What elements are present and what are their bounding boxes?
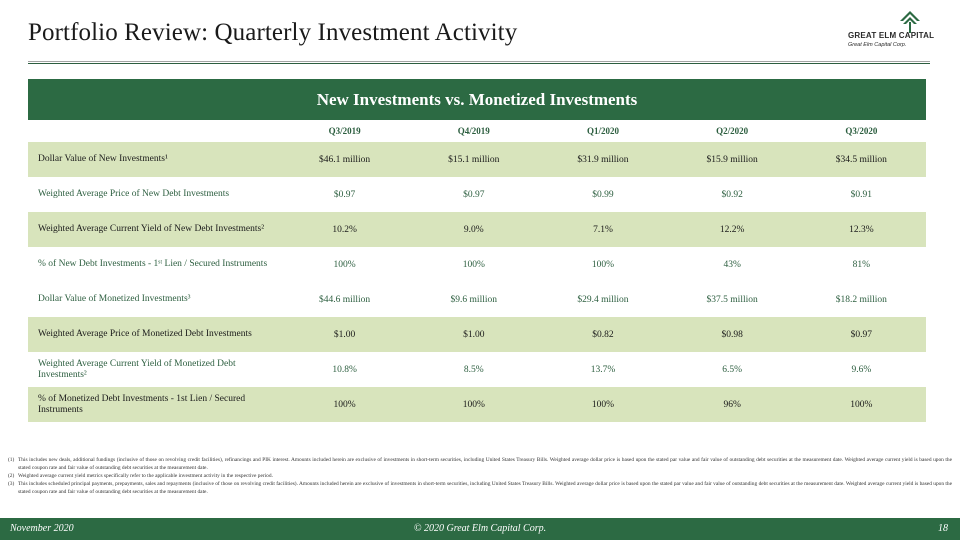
table-cell: 13.7% xyxy=(590,364,616,375)
footnote: (1) This includes new deals, additional … xyxy=(8,456,952,472)
table-cell: 100% xyxy=(591,399,615,410)
row-label: Weighted Average Current Yield of New De… xyxy=(38,224,265,234)
table-row: Dollar Value of New Investments¹ $46.1 m… xyxy=(28,142,926,177)
logo-name: GREAT ELM CAPITAL xyxy=(848,31,935,40)
table-cell: 12.2% xyxy=(719,224,745,235)
table-cell: $1.00 xyxy=(333,329,356,340)
table-cell: 10.2% xyxy=(332,224,357,235)
table-cell: 12.3% xyxy=(849,224,874,235)
table-cell: 6.5% xyxy=(722,364,743,375)
table-cell: $37.5 million xyxy=(706,294,758,305)
table-row: Weighted Average Price of Monetized Debt… xyxy=(28,317,926,352)
table-cell: 100% xyxy=(591,259,615,270)
table-cell: 100% xyxy=(462,399,485,410)
table-cell: $29.4 million xyxy=(577,294,629,305)
table-cell: $0.98 xyxy=(721,329,743,340)
row-label: % of Monetized Debt Investments - 1st Li… xyxy=(38,393,246,415)
page-number: 18 xyxy=(938,523,948,534)
table-cell: $15.9 million xyxy=(706,154,758,165)
table-cell: 100% xyxy=(333,399,356,410)
table-cell: 9.6% xyxy=(851,364,872,375)
table-cell: $0.99 xyxy=(592,189,614,200)
table-cell: $46.1 million xyxy=(318,154,371,165)
table-row: Weighted Average Current Yield of Moneti… xyxy=(28,352,926,387)
table-row: Dollar Value of Monetized Investments³ $… xyxy=(28,282,926,317)
column-header: Q3/2020 xyxy=(845,126,878,136)
table-cell: $0.82 xyxy=(592,329,614,340)
table-cell: $44.6 million xyxy=(318,294,371,305)
table-cell: 10.8% xyxy=(332,364,357,375)
table-header-row: Q3/2019 Q4/2019 Q1/2020 Q2/2020 Q3/2020 xyxy=(28,120,926,142)
table-cell: $0.97 xyxy=(850,329,873,340)
row-label: % of New Debt Investments - 1ˢᵗ Lien / S… xyxy=(38,259,268,269)
footnote: (2) Weighted average current yield metri… xyxy=(8,472,952,480)
row-label: Dollar Value of Monetized Investments³ xyxy=(38,294,191,304)
logo-subtitle: Great Elm Capital Corp. xyxy=(848,42,907,48)
footnote-number: (1) xyxy=(8,457,15,463)
footnote-text: This includes scheduled principal paymen… xyxy=(18,481,952,495)
table-banner: New Investments vs. Monetized Investment… xyxy=(28,79,926,120)
table-cell: $18.2 million xyxy=(835,294,887,305)
table-cell: $0.92 xyxy=(721,189,743,200)
table-cell: 7.1% xyxy=(593,224,613,235)
footnote-text: Weighted average current yield metrics s… xyxy=(18,473,273,479)
table-cell: 100% xyxy=(333,259,356,270)
table-cell: 81% xyxy=(852,259,871,270)
footnote-number: (3) xyxy=(8,481,15,487)
table-cell: $0.97 xyxy=(333,189,356,200)
column-header: Q4/2019 xyxy=(457,126,490,136)
column-header: Q1/2020 xyxy=(586,126,619,136)
table-cell: $15.1 million xyxy=(448,154,500,165)
column-header: Q2/2020 xyxy=(716,126,749,136)
page-title: Portfolio Review: Quarterly Investment A… xyxy=(28,19,518,46)
table-cell: $31.9 million xyxy=(577,154,629,165)
table-row: % of Monetized Debt Investments - 1st Li… xyxy=(28,387,926,422)
table-cell: 43% xyxy=(723,259,741,270)
footnote: (3) This includes scheduled principal pa… xyxy=(8,480,952,496)
footer-copyright: © 2020 Great Elm Capital Corp. xyxy=(413,523,547,534)
table-cell: $9.6 million xyxy=(450,294,497,305)
title-divider-accent xyxy=(28,63,930,64)
table-cell: $0.91 xyxy=(850,189,873,200)
title-divider xyxy=(28,61,930,62)
table-cell: 8.5% xyxy=(463,364,484,375)
company-logo: GREAT ELM CAPITAL Great Elm Capital Corp… xyxy=(848,10,954,54)
table-row: Weighted Average Price of New Debt Inves… xyxy=(28,177,926,212)
row-label: Weighted Average Price of New Debt Inves… xyxy=(38,189,230,199)
column-header: Q3/2019 xyxy=(328,126,361,136)
footnotes: (1) This includes new deals, additional … xyxy=(8,456,952,496)
table-row: Weighted Average Current Yield of New De… xyxy=(28,212,926,247)
table-cell: 100% xyxy=(850,399,873,410)
table-row: % of New Debt Investments - 1ˢᵗ Lien / S… xyxy=(28,247,926,282)
table-cell: 96% xyxy=(723,399,741,410)
footnote-number: (2) xyxy=(8,473,15,479)
table-cell: $1.00 xyxy=(463,329,485,340)
table-cell: $34.5 million xyxy=(835,154,887,165)
table-cell: $0.97 xyxy=(463,189,485,200)
table-cell: 100% xyxy=(462,259,485,270)
footer-bar: November 2020 © 2020 Great Elm Capital C… xyxy=(0,518,960,540)
row-label: Weighted Average Price of Monetized Debt… xyxy=(38,329,252,339)
table-cell: 9.0% xyxy=(463,224,484,235)
tree-logo-icon xyxy=(900,11,920,33)
row-label: Weighted Average Current Yield of Moneti… xyxy=(38,358,236,380)
footer-date: November 2020 xyxy=(10,523,74,534)
row-label: Dollar Value of New Investments¹ xyxy=(38,154,168,164)
investment-table: Q3/2019 Q4/2019 Q1/2020 Q2/2020 Q3/2020 … xyxy=(28,120,926,422)
footnote-text: This includes new deals, additional fund… xyxy=(18,457,952,471)
